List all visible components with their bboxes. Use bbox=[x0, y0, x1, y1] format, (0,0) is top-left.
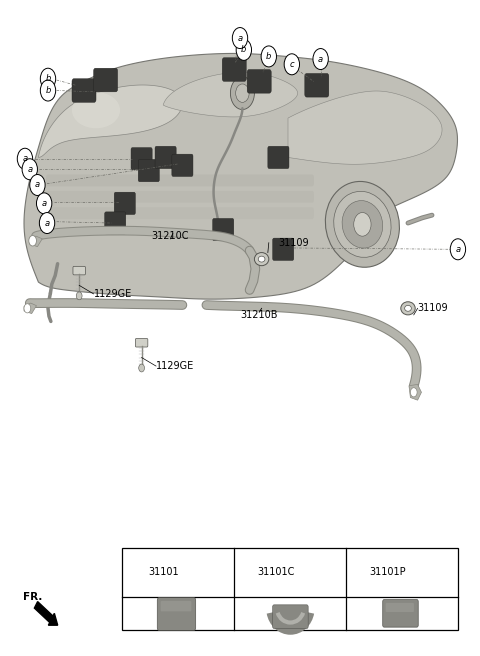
FancyBboxPatch shape bbox=[135, 338, 148, 347]
Polygon shape bbox=[288, 91, 442, 164]
Text: FR.: FR. bbox=[23, 592, 42, 602]
Ellipse shape bbox=[342, 201, 383, 248]
FancyBboxPatch shape bbox=[114, 192, 135, 215]
Text: 31101: 31101 bbox=[149, 567, 180, 577]
FancyBboxPatch shape bbox=[268, 146, 289, 169]
Circle shape bbox=[230, 77, 254, 110]
Text: 31101P: 31101P bbox=[370, 567, 406, 577]
Text: a: a bbox=[456, 245, 460, 254]
Polygon shape bbox=[409, 384, 421, 400]
Polygon shape bbox=[38, 85, 182, 157]
Circle shape bbox=[40, 68, 56, 89]
Circle shape bbox=[29, 236, 36, 246]
FancyBboxPatch shape bbox=[105, 212, 126, 234]
Circle shape bbox=[250, 562, 264, 583]
Text: 31210B: 31210B bbox=[240, 310, 278, 320]
Ellipse shape bbox=[334, 192, 391, 257]
Text: 1129GE: 1129GE bbox=[156, 361, 194, 371]
Circle shape bbox=[39, 213, 55, 234]
Text: 31109: 31109 bbox=[278, 237, 309, 248]
Bar bbox=[122, 548, 458, 630]
FancyBboxPatch shape bbox=[94, 68, 118, 92]
Circle shape bbox=[138, 562, 152, 583]
FancyBboxPatch shape bbox=[213, 218, 234, 241]
Circle shape bbox=[30, 174, 45, 195]
Ellipse shape bbox=[258, 256, 265, 262]
Circle shape bbox=[36, 193, 52, 214]
Ellipse shape bbox=[254, 253, 269, 266]
Circle shape bbox=[139, 364, 144, 372]
Text: a: a bbox=[318, 54, 323, 64]
Polygon shape bbox=[24, 53, 457, 299]
Circle shape bbox=[17, 148, 33, 169]
Text: 31109: 31109 bbox=[418, 303, 448, 314]
FancyBboxPatch shape bbox=[172, 154, 193, 176]
Text: a: a bbox=[35, 180, 40, 190]
FancyBboxPatch shape bbox=[383, 600, 418, 627]
FancyBboxPatch shape bbox=[305, 73, 329, 97]
Circle shape bbox=[76, 292, 82, 300]
Circle shape bbox=[22, 159, 37, 180]
Text: b: b bbox=[241, 45, 247, 54]
Circle shape bbox=[410, 388, 417, 397]
Text: 31101C: 31101C bbox=[257, 567, 295, 577]
Circle shape bbox=[354, 213, 371, 236]
Circle shape bbox=[261, 46, 276, 67]
Ellipse shape bbox=[401, 302, 415, 315]
Text: a: a bbox=[27, 165, 32, 174]
Text: b: b bbox=[45, 86, 51, 95]
Text: a: a bbox=[23, 154, 27, 163]
Text: b: b bbox=[45, 74, 51, 83]
Text: a: a bbox=[238, 33, 242, 43]
FancyBboxPatch shape bbox=[46, 191, 314, 203]
Circle shape bbox=[361, 562, 376, 583]
FancyBboxPatch shape bbox=[72, 79, 96, 102]
FancyArrow shape bbox=[35, 602, 58, 625]
Ellipse shape bbox=[405, 305, 411, 311]
Text: c: c bbox=[289, 60, 294, 69]
FancyBboxPatch shape bbox=[138, 159, 159, 182]
Text: b: b bbox=[254, 568, 259, 577]
FancyBboxPatch shape bbox=[273, 238, 294, 260]
Text: a: a bbox=[143, 568, 147, 577]
FancyBboxPatch shape bbox=[131, 148, 152, 170]
FancyBboxPatch shape bbox=[385, 603, 414, 612]
Text: a: a bbox=[42, 199, 47, 208]
Text: 1129GE: 1129GE bbox=[94, 289, 132, 299]
Circle shape bbox=[236, 39, 252, 60]
Circle shape bbox=[450, 239, 466, 260]
Circle shape bbox=[236, 84, 249, 102]
FancyBboxPatch shape bbox=[46, 207, 314, 219]
Circle shape bbox=[284, 54, 300, 75]
Text: 31210C: 31210C bbox=[152, 231, 189, 241]
Polygon shape bbox=[163, 72, 298, 117]
Circle shape bbox=[24, 304, 31, 313]
Polygon shape bbox=[30, 236, 42, 247]
FancyBboxPatch shape bbox=[222, 58, 246, 81]
Text: b: b bbox=[266, 52, 272, 61]
Text: a: a bbox=[45, 218, 49, 228]
FancyBboxPatch shape bbox=[273, 605, 308, 628]
Circle shape bbox=[232, 28, 248, 49]
Circle shape bbox=[40, 80, 56, 101]
Polygon shape bbox=[24, 303, 36, 314]
FancyBboxPatch shape bbox=[46, 174, 314, 186]
FancyBboxPatch shape bbox=[157, 598, 196, 630]
Ellipse shape bbox=[72, 92, 120, 128]
FancyBboxPatch shape bbox=[73, 266, 85, 275]
Text: c: c bbox=[367, 568, 371, 577]
Circle shape bbox=[313, 49, 328, 70]
FancyBboxPatch shape bbox=[161, 601, 192, 611]
FancyBboxPatch shape bbox=[155, 146, 176, 169]
FancyBboxPatch shape bbox=[247, 70, 271, 93]
Ellipse shape bbox=[325, 182, 399, 267]
